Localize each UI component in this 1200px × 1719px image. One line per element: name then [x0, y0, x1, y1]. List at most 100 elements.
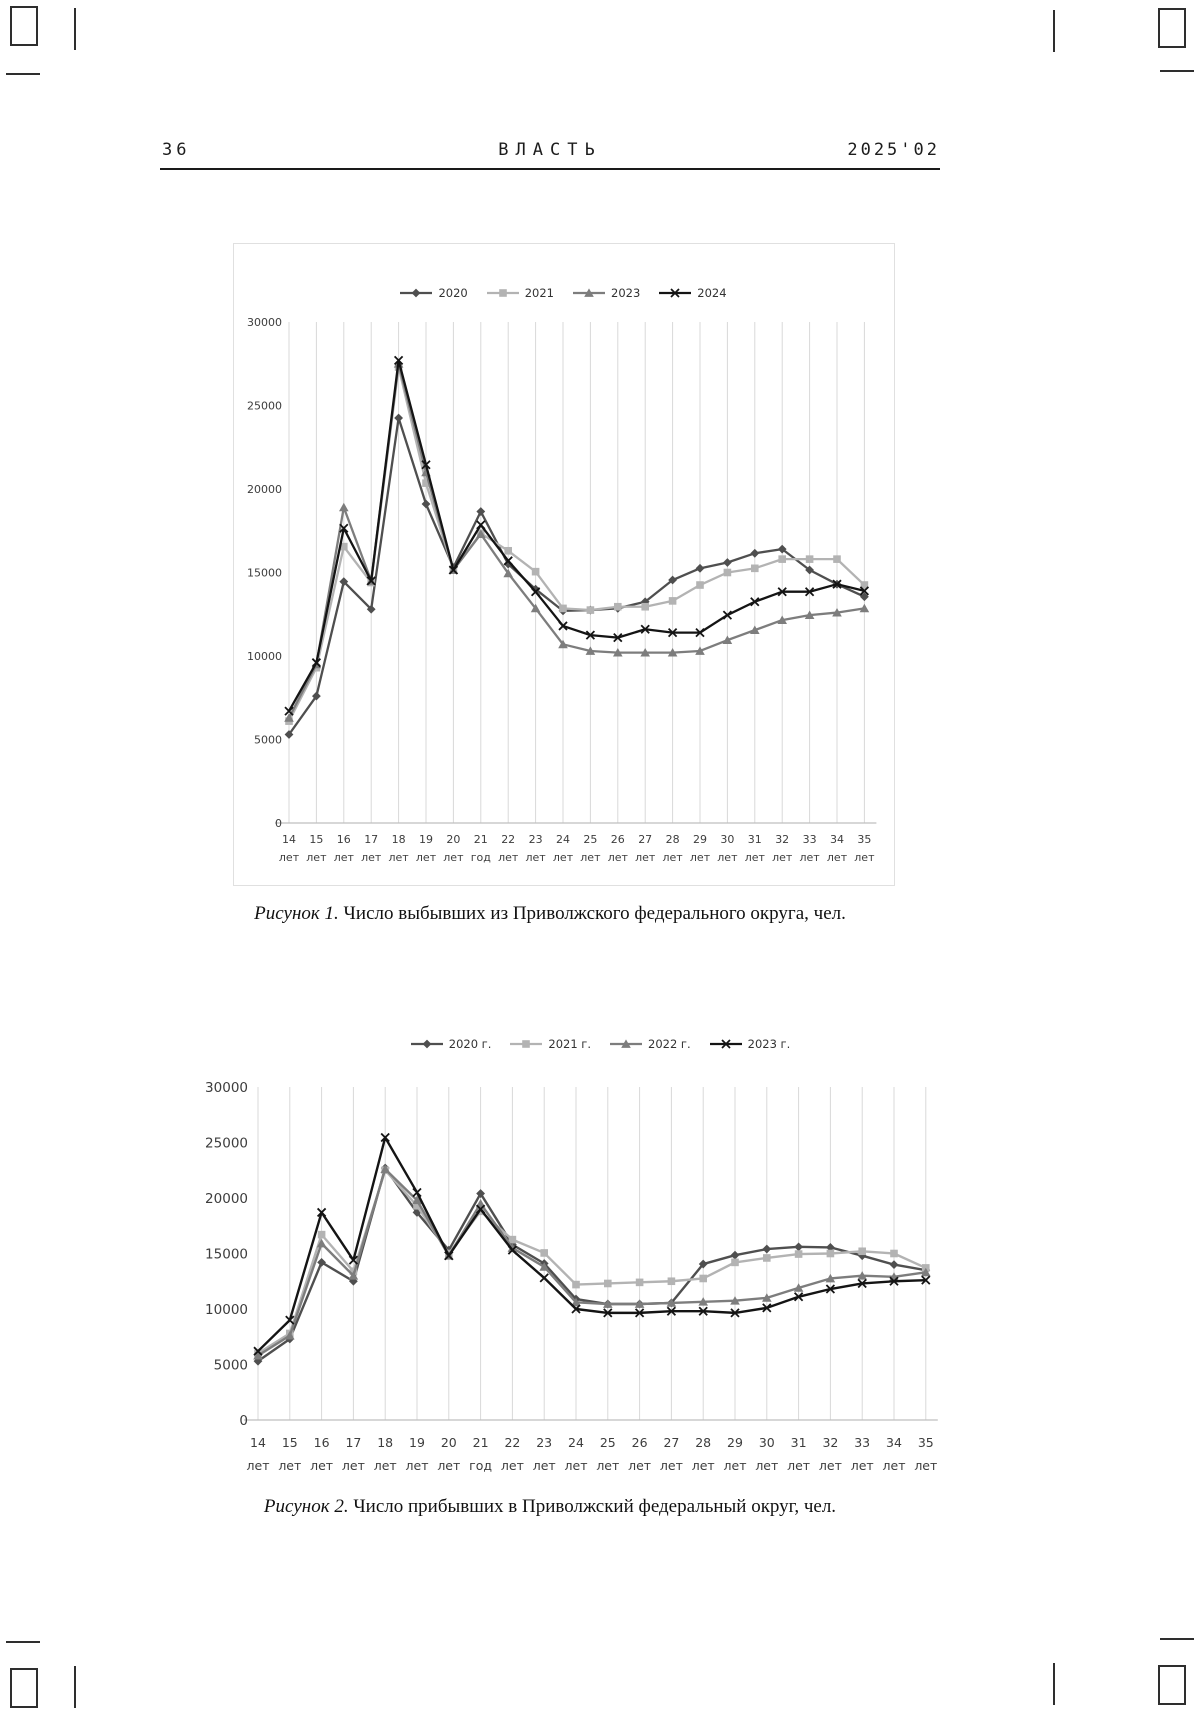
crop-mark	[74, 8, 76, 50]
series-line-2023	[256, 1136, 927, 1353]
running-head: 36 ВЛАСТЬ 2025'02	[160, 140, 940, 166]
series-line-2020	[287, 416, 866, 736]
x-tick-label: 23	[529, 833, 543, 846]
x-tick-label: 35	[918, 1435, 934, 1450]
crop-mark	[6, 1641, 40, 1643]
legend-item: 2022 г.	[609, 1037, 691, 1051]
series-line-2020	[256, 1166, 927, 1363]
x-tick-label: 17	[364, 833, 378, 846]
legend-marker-icon	[486, 289, 519, 297]
series-markers	[253, 1132, 931, 1356]
x-tick-unit: лет	[854, 851, 875, 864]
crop-mark	[1160, 1638, 1194, 1640]
x-tick-label: 34	[886, 1435, 902, 1450]
x-tick-unit: лет	[635, 851, 656, 864]
x-tick-unit: лет	[851, 1458, 874, 1473]
legend-item-label: 2024	[697, 286, 727, 300]
x-tick-unit: лет	[334, 851, 355, 864]
x-tick-unit: лет	[501, 1458, 524, 1473]
x-tick-label: 24	[568, 1435, 584, 1450]
legend-item: 2020 г.	[410, 1037, 492, 1051]
x-tick-unit: лет	[565, 1458, 588, 1473]
legend-marker-icon	[510, 1040, 543, 1048]
x-tick-unit: лет	[745, 851, 766, 864]
legend-item: 2021 г.	[509, 1037, 591, 1051]
x-tick-label: 15	[309, 833, 323, 846]
x-tick-label: 17	[345, 1435, 361, 1450]
series-line-2024	[287, 359, 866, 713]
crop-mark	[1158, 8, 1186, 48]
journal-title: ВЛАСТЬ	[498, 140, 602, 160]
legend-item: 2020	[399, 286, 468, 300]
page-number: 36	[162, 140, 191, 160]
legend-item: 2024	[658, 286, 727, 300]
series-markers	[284, 359, 870, 722]
x-tick-label: 32	[775, 833, 789, 846]
figure1-caption-label: Рисунок 1.	[254, 903, 339, 924]
x-tick-label: 18	[392, 833, 406, 846]
x-tick-unit: лет	[306, 851, 327, 864]
x-tick-label: 33	[803, 833, 817, 846]
x-tick-unit: лет	[772, 851, 793, 864]
x-tick-label: 24	[556, 833, 570, 846]
y-tick-label: 10000	[205, 1302, 248, 1318]
x-tick-unit: лет	[914, 1458, 937, 1473]
x-tick-label: 26	[632, 1435, 648, 1450]
x-tick-unit: лет	[498, 851, 519, 864]
x-tick-label: 30	[759, 1435, 775, 1450]
legend-item: 2021	[486, 286, 554, 300]
x-tick-label: 29	[727, 1435, 743, 1450]
x-tick-unit: лет	[724, 1458, 747, 1473]
legend-item-label: 2021 г.	[548, 1037, 591, 1051]
x-tick-label: 19	[409, 1435, 425, 1450]
crop-mark	[74, 1666, 76, 1708]
legend-marker-icon	[610, 1039, 642, 1048]
x-tick-label: 20	[441, 1435, 457, 1450]
y-tick-label: 5000	[214, 1357, 248, 1373]
crop-mark	[10, 6, 38, 46]
x-tick-label: 34	[830, 833, 844, 846]
y-tick-label: 0	[275, 817, 282, 830]
x-tick-unit: лет	[827, 851, 848, 864]
crop-mark	[6, 73, 40, 75]
legend-item: 2023 г.	[709, 1037, 790, 1051]
x-tick-unit: лет	[310, 1458, 333, 1473]
legend-marker-icon	[400, 288, 433, 298]
y-tick-label: 15000	[247, 566, 282, 579]
x-tick-label: 29	[693, 833, 707, 846]
x-tick-label: 21	[473, 1435, 489, 1450]
legend-item-label: 2020 г.	[448, 1037, 492, 1051]
figure2-caption-text: Число прибывших в Приволжский федеральны…	[348, 1496, 837, 1517]
figure1-legend: 2020 2021 2023 2024	[233, 284, 893, 302]
x-tick-unit: год	[471, 851, 492, 864]
figure1-caption: Рисунок 1. Число выбывших из Приволжског…	[160, 903, 940, 925]
x-tick-unit: лет	[525, 851, 546, 864]
x-tick-unit: лет	[406, 1458, 429, 1473]
x-tick-unit: лет	[443, 851, 464, 864]
x-tick-label: 21	[474, 833, 488, 846]
x-tick-label: 27	[663, 1435, 679, 1450]
x-tick-label: 30	[720, 833, 734, 846]
crop-mark	[1053, 1663, 1055, 1705]
legend-marker-icon	[573, 288, 605, 297]
legend-item-label: 2020	[438, 286, 468, 300]
x-tick-unit: лет	[692, 1458, 715, 1473]
x-tick-label: 31	[791, 1435, 807, 1450]
x-tick-unit: лет	[883, 1458, 906, 1473]
x-tick-label: 23	[536, 1435, 552, 1450]
crop-mark	[1160, 70, 1194, 72]
x-tick-unit: лет	[533, 1458, 556, 1473]
x-tick-label: 32	[822, 1435, 838, 1450]
x-tick-label: 28	[666, 833, 680, 846]
y-tick-label: 10000	[247, 650, 282, 663]
x-tick-unit: лет	[342, 1458, 365, 1473]
x-tick-label: 16	[314, 1435, 330, 1450]
y-tick-label: 20000	[205, 1191, 248, 1207]
legend-item-label: 2021	[524, 286, 554, 300]
x-tick-unit: год	[469, 1458, 492, 1473]
x-tick-unit: лет	[388, 851, 409, 864]
x-tick-unit: лет	[374, 1458, 397, 1473]
figure2-caption: Рисунок 2. Число прибывших в Приволжский…	[160, 1496, 940, 1518]
x-tick-unit: лет	[416, 851, 437, 864]
